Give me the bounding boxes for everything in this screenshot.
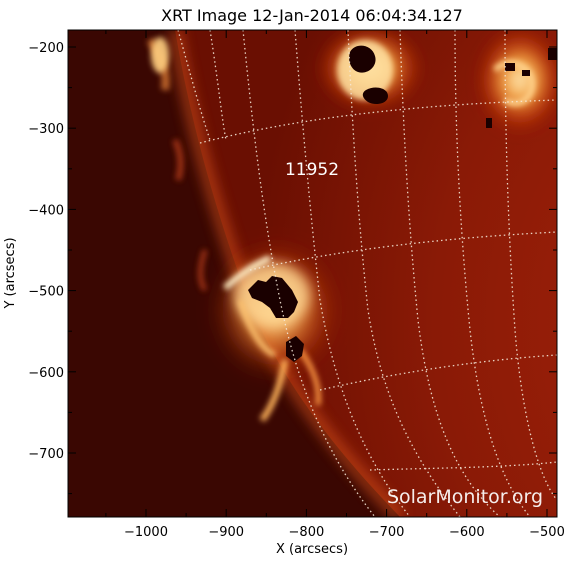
x-tick-label: −1000 xyxy=(124,525,168,540)
y-tick-label: −300 xyxy=(28,122,64,137)
plot-frame xyxy=(67,29,558,518)
y-tick-label: −500 xyxy=(28,285,64,300)
y-tick-label: −400 xyxy=(28,203,64,218)
y-axis: −200 −300 −400 −500 −600 −700 xyxy=(28,41,557,495)
watermark: SolarMonitor.org xyxy=(387,486,543,508)
y-tick-label: −700 xyxy=(28,447,64,462)
active-region-11952 xyxy=(215,245,335,422)
image-title: XRT Image 12-Jan-2014 06:04:34.127 xyxy=(161,6,463,25)
y-axis-label: Y (arcsecs) xyxy=(3,237,18,309)
y-tick-label: −600 xyxy=(28,366,64,381)
y-tick-label: −200 xyxy=(28,41,64,56)
x-tick-label: −800 xyxy=(289,525,325,540)
x-tick-label: −900 xyxy=(208,525,244,540)
x-axis: −1000 −900 −800 −700 −600 −500 xyxy=(105,30,564,540)
limb-brightening-knot xyxy=(151,37,169,73)
active-region-top xyxy=(315,30,425,113)
solar-disk xyxy=(175,30,557,517)
xrt-image: 11952 SolarMonitor.org xyxy=(68,30,557,517)
region-label: 11952 xyxy=(285,160,339,180)
heliographic-grid xyxy=(177,30,557,517)
x-tick-label: −600 xyxy=(449,525,485,540)
active-region-top-right xyxy=(475,30,557,135)
x-tick-label: −500 xyxy=(529,525,564,540)
x-tick-label: −700 xyxy=(369,525,405,540)
x-axis-label: X (arcsecs) xyxy=(276,542,348,557)
